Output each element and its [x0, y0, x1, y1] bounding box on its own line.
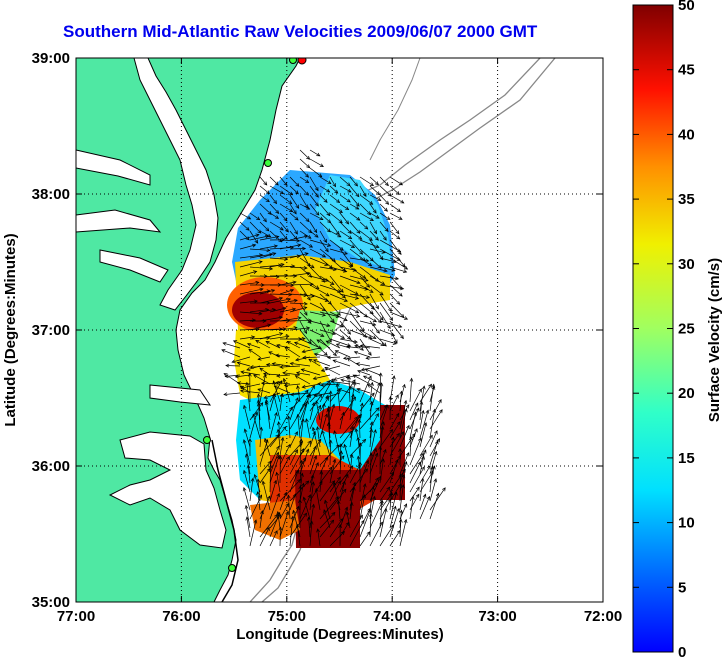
y-tick-label: 38:00	[32, 186, 70, 203]
y-axis-ticks: 39:00 38:00 37:00 36:00 35:00	[32, 50, 603, 611]
station-marker	[264, 159, 272, 167]
colorbar-tick-label: 50	[678, 0, 695, 14]
y-tick-label: 35:00	[32, 594, 70, 611]
y-axis-label: Latitude (Degrees:Minutes)	[2, 233, 19, 426]
x-tick-label: 76:00	[162, 608, 200, 625]
plot-area	[76, 58, 603, 602]
velocity-vectors	[221, 149, 446, 547]
colorbar-tick-label: 20	[678, 385, 695, 402]
colorbar-label: Surface Velocity (cm/s)	[706, 258, 723, 422]
colorbar-tick-label: 40	[678, 126, 695, 143]
colorbar-tick-label: 15	[678, 450, 695, 467]
velocity-field	[227, 170, 405, 548]
colorbar-tick-label: 30	[678, 256, 695, 273]
colorbar	[632, 4, 674, 653]
station-marker	[289, 58, 297, 64]
x-tick-label: 77:00	[57, 608, 95, 625]
colorbar-tick-label: 0	[678, 644, 686, 659]
x-tick-label: 74:00	[373, 608, 411, 625]
pamlico-sound	[108, 431, 227, 549]
x-tick-label: 75:00	[268, 608, 306, 625]
x-tick-label: 73:00	[478, 608, 516, 625]
y-tick-label: 36:00	[32, 458, 70, 475]
x-axis-ticks: 77:00 76:00 75:00 74:00 73:00 72:00	[57, 58, 622, 625]
station-marker	[297, 58, 307, 65]
x-axis-label: Longitude (Degrees:Minutes)	[236, 626, 444, 643]
grid-lines	[76, 58, 603, 602]
y-tick-label: 37:00	[32, 322, 70, 339]
colorbar-tick-label: 25	[678, 321, 695, 338]
chesapeake-bay	[133, 58, 219, 311]
station-marker	[228, 564, 236, 572]
station-marker	[203, 436, 211, 444]
x-tick-label: 72:00	[584, 608, 622, 625]
colorbar-tick-label: 35	[678, 191, 695, 208]
colorbar-tick-label: 45	[678, 62, 695, 79]
colorbar-tick-label: 10	[678, 515, 695, 532]
colorbar-tick-label: 5	[678, 579, 686, 596]
y-tick-label: 39:00	[32, 50, 70, 67]
